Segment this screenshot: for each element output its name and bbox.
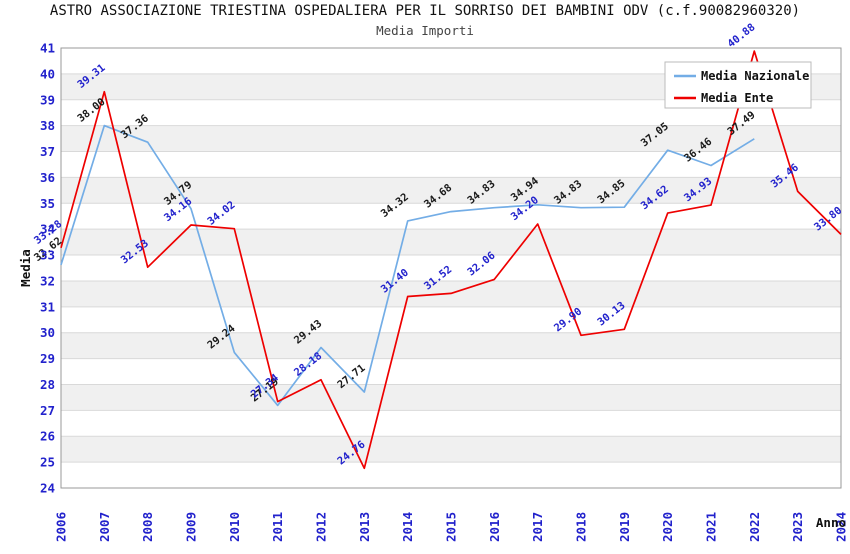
x-tick-label: 2020 — [660, 512, 675, 542]
x-tick-label: 2021 — [704, 512, 719, 542]
x-tick-label: 2011 — [270, 512, 285, 542]
x-tick-label: 2007 — [97, 512, 112, 542]
y-tick-label: 32 — [40, 273, 55, 288]
y-tick-label: 29 — [40, 351, 55, 366]
axis-label-y: Media — [18, 249, 33, 287]
x-tick-label: 2017 — [530, 512, 545, 542]
y-tick-label: 36 — [40, 170, 55, 185]
x-tick-label: 2019 — [617, 512, 632, 542]
series-line-media-nazionale — [60, 124, 755, 407]
x-tick-label: 2014 — [400, 512, 415, 542]
x-tick-label: 2010 — [227, 512, 242, 542]
chart-band — [61, 384, 841, 411]
chart-subtitle: Media Importi — [376, 23, 474, 38]
y-tick-label: 39 — [40, 92, 55, 107]
y-tick-label: 35 — [40, 196, 55, 211]
legend-label-media-nazionale: Media Nazionale — [701, 69, 809, 83]
chart-band — [61, 332, 841, 359]
y-tick-label: 28 — [40, 377, 55, 392]
chart-band — [61, 177, 841, 204]
y-tick-label: 27 — [40, 403, 55, 418]
chart-band — [61, 436, 841, 463]
y-tick-label: 41 — [40, 41, 55, 56]
y-tick-label: 30 — [40, 325, 55, 340]
y-tick-label: 33 — [40, 248, 55, 263]
chart-band — [61, 229, 841, 256]
x-tick-label: 2009 — [184, 512, 199, 542]
chart-title: ASTRO ASSOCIAZIONE TRIESTINA OSPEDALIERA… — [49, 3, 801, 19]
y-tick-label: 26 — [40, 429, 55, 444]
x-tick-label: 2023 — [790, 512, 805, 542]
x-tick-label: 2008 — [140, 512, 155, 542]
x-tick-label: 2022 — [747, 512, 762, 542]
x-tick-label: 2015 — [444, 512, 459, 542]
x-tick-label: 2012 — [314, 512, 329, 542]
y-tick-label: 25 — [40, 455, 55, 470]
y-tick-label: 40 — [40, 66, 55, 81]
y-tick-label: 31 — [40, 299, 55, 314]
x-tick-label: 2016 — [487, 512, 502, 542]
x-tick-label: 2018 — [574, 512, 589, 542]
x-tick-label: 2013 — [357, 512, 372, 542]
y-tick-label: 24 — [40, 481, 55, 496]
legend-label-media-ente: Media Ente — [701, 91, 773, 105]
y-tick-label: 38 — [40, 118, 55, 133]
y-tick-label: 34 — [40, 222, 55, 237]
legend — [664, 61, 812, 109]
series-line-media-ente — [60, 50, 842, 470]
x-tick-label: 2006 — [54, 512, 69, 542]
axis-label-x: Anno — [816, 515, 846, 530]
y-tick-label: 37 — [40, 144, 55, 159]
x-tick-label: 2024 — [834, 512, 849, 542]
plot-border — [60, 47, 842, 489]
chart-band — [61, 125, 841, 152]
